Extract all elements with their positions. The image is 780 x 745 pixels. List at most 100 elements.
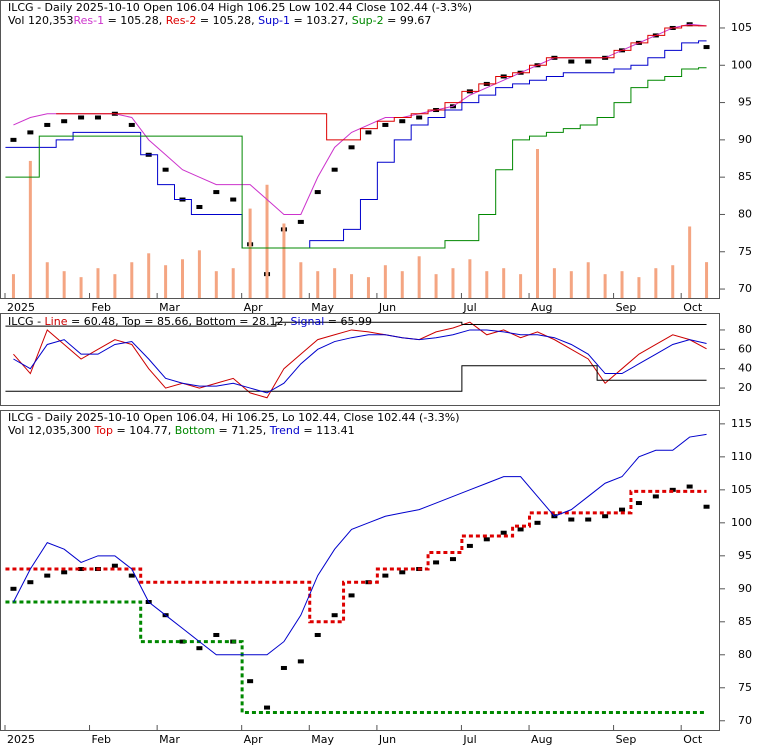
candle xyxy=(619,507,626,512)
candle xyxy=(703,504,710,509)
candle xyxy=(78,115,85,120)
candle xyxy=(585,517,592,522)
volume-bar xyxy=(603,274,607,298)
y-tick-label: 105 xyxy=(731,483,752,496)
header: ILCG - Daily 2025-10-10 Open 106.04 High… xyxy=(8,1,472,14)
candle xyxy=(466,543,473,548)
volume-bar xyxy=(282,223,286,298)
candle xyxy=(179,639,186,644)
volume-bar xyxy=(552,268,556,298)
legend-value: = 113.41 xyxy=(300,424,355,437)
header-text: Vol 120,353 xyxy=(8,14,73,27)
legend-name: Top xyxy=(121,315,141,328)
candle xyxy=(348,593,355,598)
y-tick-label: 90 xyxy=(738,582,752,595)
header-text: ILCG - xyxy=(8,315,45,328)
legend-name: Sup-1 xyxy=(258,14,290,27)
x-tick-label: Aug xyxy=(531,301,552,314)
volume-bar xyxy=(164,265,168,298)
candle xyxy=(61,119,68,124)
x-tick-label: Sep xyxy=(616,733,637,745)
legend-name: Res-1 xyxy=(73,14,104,27)
candle xyxy=(297,219,304,224)
x-tick-label: Jul xyxy=(462,301,476,314)
legend-name: Top xyxy=(93,424,113,437)
legend-value: - Daily 2025-10-10 Open 106.04, Hi 106.2… xyxy=(34,411,460,424)
x-tick-label: Feb xyxy=(92,301,111,314)
x-tick-label: Oct xyxy=(683,301,703,314)
x-tick-label: Jun xyxy=(378,733,396,745)
candle xyxy=(128,573,135,578)
y-tick-label: 75 xyxy=(738,245,752,258)
legend-name: Sup-2 xyxy=(352,14,384,27)
volume-bar xyxy=(265,184,269,298)
candle xyxy=(61,570,68,575)
y-tick-label: 95 xyxy=(738,96,752,109)
candle xyxy=(280,665,287,670)
volume-bar xyxy=(28,160,32,298)
x-tick-label: Aug xyxy=(531,733,552,745)
candle xyxy=(686,484,693,489)
candle xyxy=(27,580,34,585)
y-tick-label: 20 xyxy=(738,381,752,394)
y-tick-label: 100 xyxy=(731,516,752,529)
series-line xyxy=(5,40,707,249)
volume-bar xyxy=(654,268,658,298)
legend-value: = 104.77, xyxy=(113,424,175,437)
panel-frame xyxy=(0,313,720,406)
y-tick-label: 115 xyxy=(731,417,752,430)
x-tick-label: May xyxy=(311,733,334,745)
candle xyxy=(314,632,321,637)
x-tick-label: Mar xyxy=(159,733,180,745)
legend-value: = 60.48, xyxy=(67,315,122,328)
panel-frame xyxy=(0,410,720,731)
candle xyxy=(247,679,254,684)
legend-name: Bottom xyxy=(175,424,215,437)
volume-bar xyxy=(451,268,455,298)
volume-bar xyxy=(536,149,539,298)
x-tick-label: Sep xyxy=(616,301,637,314)
legend-name: Trend xyxy=(269,424,300,437)
y-tick-label: 70 xyxy=(738,282,752,295)
candle xyxy=(78,567,85,572)
header: Vol 120,353Res-1 = 105.28, Res-2 = 105.2… xyxy=(8,14,431,27)
header: ILCG - Daily 2025-10-10 Open 106.04, Hi … xyxy=(8,411,460,424)
candle xyxy=(433,560,440,565)
volume-bar xyxy=(569,271,573,298)
volume-bar xyxy=(333,268,337,298)
volume-bar xyxy=(485,271,489,298)
x-tick-label: 2025 xyxy=(7,733,35,745)
x-tick-label: 2025 xyxy=(7,301,35,314)
legend-value: - Daily 2025-10-10 Open 106.04 High 106.… xyxy=(34,1,472,14)
y-tick-label: 110 xyxy=(731,450,752,463)
volume-bar xyxy=(248,208,252,298)
candle xyxy=(382,573,389,578)
legend-name: ILCG xyxy=(8,411,34,424)
legend-value: = 71.25, xyxy=(215,424,270,437)
candle xyxy=(213,632,220,637)
candle xyxy=(534,520,541,525)
candle xyxy=(399,570,406,575)
legend-name: Res-2 xyxy=(166,14,197,27)
candle xyxy=(449,557,456,562)
x-tick-label: Oct xyxy=(683,733,703,745)
series-line xyxy=(5,321,707,327)
legend-value: = 105.28, xyxy=(196,14,258,27)
series-line xyxy=(13,433,707,656)
legend-value: = 65.99 xyxy=(324,315,372,328)
volume-bar xyxy=(637,277,641,298)
volume-bar xyxy=(519,274,523,298)
candle xyxy=(10,586,17,591)
candle xyxy=(27,130,34,135)
candle xyxy=(669,487,676,492)
volume-bar xyxy=(231,268,235,298)
volume-bar xyxy=(181,259,184,298)
candle xyxy=(331,613,338,618)
candle xyxy=(264,705,271,710)
y-tick-label: 60 xyxy=(738,342,752,355)
legend-value: = 105.28, xyxy=(104,14,166,27)
candle xyxy=(111,563,118,568)
y-tick-label: 40 xyxy=(738,362,752,375)
x-tick-label: Apr xyxy=(244,733,264,745)
x-tick-label: Jul xyxy=(462,733,476,745)
